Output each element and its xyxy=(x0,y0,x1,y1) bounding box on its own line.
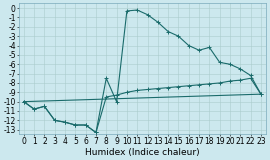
X-axis label: Humidex (Indice chaleur): Humidex (Indice chaleur) xyxy=(85,148,200,156)
